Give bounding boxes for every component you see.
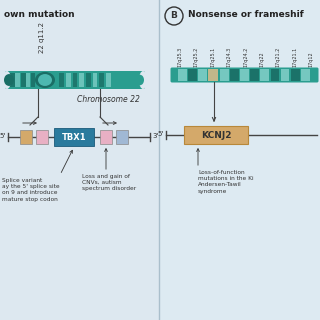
Text: 3': 3' [152, 133, 158, 139]
Text: Nonsense or frameshif: Nonsense or frameshif [188, 10, 304, 19]
Text: 17q25.2: 17q25.2 [194, 47, 199, 67]
Text: 5': 5' [158, 131, 164, 137]
Ellipse shape [136, 75, 144, 85]
Bar [291, 69, 300, 81]
Text: Splice variant
ay the 5' splice site
on 9 and introduce
mature stop codon: Splice variant ay the 5' splice site on … [2, 178, 60, 202]
Ellipse shape [35, 72, 55, 88]
Bar [281, 69, 290, 81]
Bar [198, 69, 207, 81]
Ellipse shape [4, 74, 14, 86]
Ellipse shape [38, 74, 52, 86]
Text: KCNJ2: KCNJ2 [201, 131, 231, 140]
Text: 17q12: 17q12 [308, 52, 314, 67]
Text: 17q21.2: 17q21.2 [276, 47, 281, 67]
Bar [208, 69, 218, 81]
Bar [100, 130, 112, 144]
Text: Chromosome 22: Chromosome 22 [76, 95, 140, 104]
Text: TBX1: TBX1 [62, 132, 86, 141]
Bar [86, 73, 91, 87]
Bar [271, 69, 279, 81]
Bar [66, 73, 71, 87]
Bar [230, 69, 239, 81]
Bar [36, 130, 48, 144]
Text: 5': 5' [0, 133, 6, 139]
Bar [21, 73, 26, 87]
Bar [106, 73, 111, 87]
Bar [26, 73, 30, 87]
Bar [250, 69, 259, 81]
Bar [31, 73, 35, 87]
Ellipse shape [3, 71, 11, 89]
FancyBboxPatch shape [171, 68, 318, 83]
Text: 17q22: 17q22 [260, 52, 264, 67]
Bar [59, 73, 64, 87]
Bar [93, 73, 97, 87]
Text: Loss and gain of
CNVs, autism
spectrum disorder: Loss and gain of CNVs, autism spectrum d… [82, 174, 136, 191]
Bar [54, 128, 94, 146]
Bar [184, 126, 248, 144]
Bar [73, 73, 77, 87]
FancyBboxPatch shape [5, 71, 145, 89]
Text: 17q24.2: 17q24.2 [243, 47, 248, 67]
Bar [116, 130, 128, 144]
Text: 17q21.1: 17q21.1 [292, 47, 297, 67]
Text: 17q25.1: 17q25.1 [210, 47, 215, 67]
Text: 17q24.3: 17q24.3 [227, 47, 232, 67]
Text: 22 q11.2: 22 q11.2 [39, 22, 45, 53]
Text: Loss-of-function
mutations in the Ki
Andersen-Tawil
syndrome: Loss-of-function mutations in the Ki And… [198, 170, 254, 194]
Text: B: B [171, 12, 177, 20]
Bar [178, 69, 187, 81]
Bar [240, 69, 249, 81]
Bar [0, 0, 158, 320]
Bar [160, 0, 320, 320]
Bar [260, 69, 269, 81]
Bar [99, 73, 104, 87]
Bar [9, 73, 15, 87]
Bar [188, 69, 197, 81]
Bar [220, 69, 228, 81]
Bar [20, 130, 32, 144]
Bar [301, 69, 310, 81]
Bar [15, 73, 20, 87]
Bar [79, 73, 84, 87]
Text: own mutation: own mutation [4, 10, 75, 19]
Text: 17q25.3: 17q25.3 [178, 47, 182, 67]
Ellipse shape [139, 71, 147, 89]
